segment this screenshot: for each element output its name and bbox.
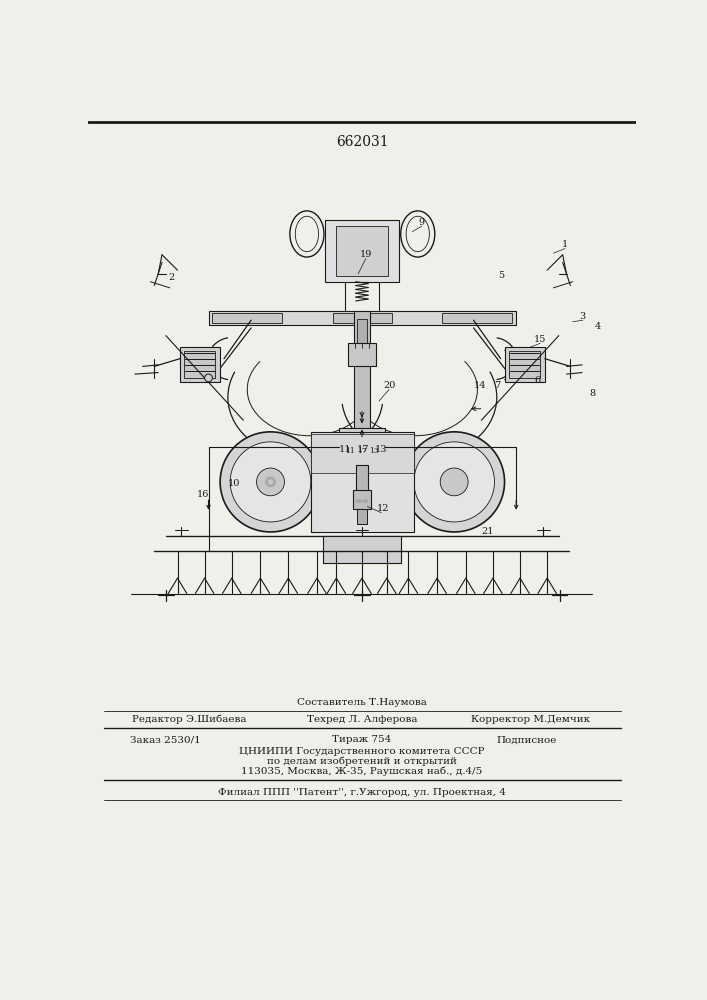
Text: Корректор М.Демчик: Корректор М.Демчик [471, 715, 590, 724]
Text: Филиал ППП ''Патент'', г.Ужгород, ул. Проектная, 4: Филиал ППП ''Патент'', г.Ужгород, ул. Пр… [218, 788, 506, 797]
Circle shape [271, 477, 274, 480]
Bar [357, 509, 367, 524]
Bar [353, 490, 371, 509]
Circle shape [356, 499, 359, 503]
Text: 662031: 662031 [336, 135, 388, 149]
Circle shape [272, 482, 276, 485]
Bar [509, 351, 540, 378]
Circle shape [220, 432, 321, 532]
Text: 11: 11 [339, 445, 351, 454]
Circle shape [359, 433, 365, 439]
Circle shape [267, 477, 270, 480]
Circle shape [347, 444, 354, 450]
Text: Техред Л. Алферова: Техред Л. Алферова [307, 715, 417, 724]
Bar [348, 343, 376, 366]
Circle shape [358, 499, 361, 503]
Text: 1: 1 [562, 240, 568, 249]
Text: 4: 4 [595, 322, 602, 331]
Circle shape [265, 480, 268, 483]
Circle shape [363, 499, 366, 503]
Text: ЦНИИПИ Государственного комитета СССР: ЦНИИПИ Государственного комитета СССР [239, 747, 485, 756]
Text: 12: 12 [377, 504, 389, 513]
Bar [323, 536, 401, 563]
Text: 21: 21 [481, 527, 493, 536]
Text: Тираж 754: Тираж 754 [332, 735, 392, 744]
Text: 15: 15 [534, 335, 547, 344]
Bar [442, 312, 512, 323]
Text: 2: 2 [168, 273, 175, 282]
Text: 11: 11 [346, 447, 355, 455]
Circle shape [414, 442, 494, 522]
Bar [337, 226, 387, 276]
Circle shape [370, 433, 377, 439]
Text: Заказ 2530/1: Заказ 2530/1 [131, 735, 201, 744]
Text: 16: 16 [197, 490, 209, 499]
Circle shape [359, 444, 365, 450]
Circle shape [269, 484, 272, 487]
Bar [209, 311, 516, 325]
Text: 5: 5 [498, 271, 505, 280]
Bar [185, 351, 216, 378]
Bar [356, 465, 368, 496]
Circle shape [271, 484, 274, 487]
Bar [505, 347, 545, 382]
Circle shape [347, 433, 354, 439]
Circle shape [365, 499, 368, 503]
Circle shape [370, 444, 377, 450]
Circle shape [363, 499, 366, 503]
Circle shape [265, 478, 269, 481]
Circle shape [265, 482, 269, 485]
Text: 7: 7 [494, 381, 501, 390]
Text: Редактор Э.Шибаева: Редактор Э.Шибаева [132, 714, 246, 724]
Text: 17: 17 [357, 445, 370, 454]
Bar [311, 434, 414, 473]
Text: 13: 13 [368, 447, 378, 455]
Circle shape [440, 468, 468, 496]
Text: 17: 17 [357, 447, 367, 455]
Text: 8: 8 [589, 389, 595, 398]
Text: 113035, Москва, Ж-35, Раушская наб., д.4/5: 113035, Москва, Ж-35, Раушская наб., д.4… [241, 767, 483, 776]
Text: 6: 6 [534, 376, 541, 385]
Circle shape [204, 374, 212, 382]
Text: 3: 3 [580, 312, 586, 321]
Bar [339, 428, 385, 466]
Circle shape [230, 442, 311, 522]
Bar [212, 312, 282, 323]
Bar [311, 432, 414, 532]
Bar [325, 220, 399, 282]
Bar [333, 312, 392, 323]
Text: по делам изобретений и открытий: по делам изобретений и открытий [267, 757, 457, 766]
Circle shape [273, 480, 276, 483]
Bar [180, 347, 220, 382]
Text: 14: 14 [474, 381, 487, 390]
Circle shape [257, 468, 284, 496]
Circle shape [269, 476, 272, 479]
Circle shape [272, 478, 276, 481]
Circle shape [358, 499, 361, 503]
Circle shape [267, 484, 270, 487]
Text: 13: 13 [375, 445, 387, 454]
Text: 20: 20 [383, 381, 395, 390]
Bar [354, 311, 370, 465]
Text: 10: 10 [228, 479, 240, 488]
Text: 19: 19 [360, 250, 372, 259]
Text: 9: 9 [419, 218, 425, 227]
Bar [357, 319, 367, 357]
Circle shape [404, 432, 505, 532]
Text: Составитель Т.Наумова: Составитель Т.Наумова [297, 698, 427, 707]
Text: Подписное: Подписное [496, 735, 556, 744]
